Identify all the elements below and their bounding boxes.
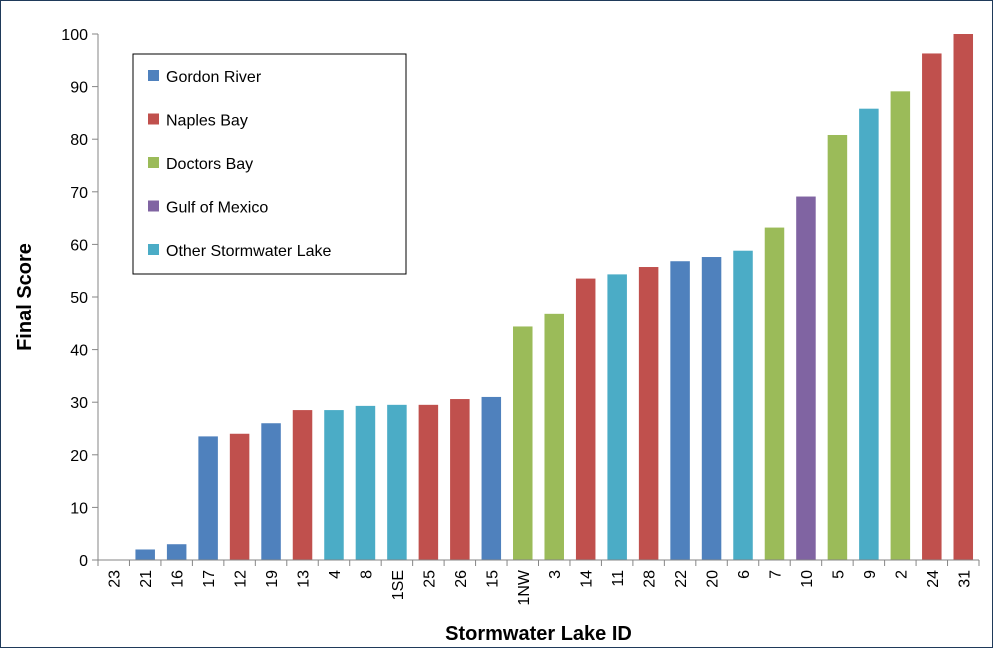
bar-9 [859,108,879,560]
x-tick-label-25: 25 [421,570,438,588]
x-tick-label-1SE: 1SE [390,570,407,600]
x-tick-label-16: 16 [170,570,187,588]
x-tick-label-21: 21 [138,570,155,588]
x-tick-label-11: 11 [610,570,627,587]
x-tick-label-22: 22 [673,570,690,588]
bar-11 [607,274,627,560]
bar-5 [827,134,848,561]
legend-swatch [148,244,159,255]
x-tick-label-12: 12 [233,570,250,588]
bar-31 [953,34,974,560]
x-tick-label-6: 6 [736,570,753,579]
bar-17 [198,436,218,560]
legend-swatch [148,70,159,81]
y-tick-label: 100 [61,27,88,44]
x-tick-label-13: 13 [296,570,313,588]
y-tick-label: 40 [70,343,88,360]
x-tick-label-17: 17 [201,570,218,588]
bar-2 [890,91,911,560]
bar-12 [229,433,250,560]
x-tick-label-19: 19 [264,570,281,588]
bar-4 [324,410,344,560]
bar-25 [418,404,439,560]
legend-label: Other Stormwater Lake [166,243,332,260]
bar-10 [796,196,816,560]
bar-19 [261,423,281,560]
legend-label: Gordon River [166,69,262,86]
bar-20 [701,257,722,560]
y-tick-label: 20 [70,448,88,465]
x-tick-label-5: 5 [830,570,847,579]
x-tick-label-10: 10 [799,570,816,588]
x-tick-label-4: 4 [327,570,344,579]
x-tick-label-7: 7 [767,570,784,579]
y-tick-label: 50 [70,290,88,307]
bar-28 [638,267,659,560]
bar-8 [355,405,376,560]
y-tick-label: 80 [70,132,88,149]
bar-1NW [513,326,533,560]
y-tick-label: 90 [70,80,88,97]
bar-15 [481,396,502,560]
y-tick-label: 30 [70,395,88,412]
bar-16 [166,544,187,560]
x-tick-label-9: 9 [862,570,879,579]
bars-layer [135,34,974,561]
x-tick-label-28: 28 [642,570,659,588]
x-tick-label-14: 14 [579,570,596,588]
legend-swatch [148,200,159,212]
legend: Gordon River Naples Bay Doctors Bay Gulf of… [132,53,407,275]
y-tick-label: 60 [70,237,88,254]
legend-swatch [148,113,159,125]
y-tick-label: 70 [70,185,88,202]
x-axis-title: Stormwater Lake ID [445,623,632,645]
bar-1SE [387,404,407,560]
bar-3 [544,313,564,560]
legend-label: Naples Bay [166,113,248,130]
x-tick-label-3: 3 [547,570,564,579]
x-tick-label-24: 24 [925,570,942,588]
x-tick-label-31: 31 [956,570,973,588]
y-tick-label: 0 [79,553,88,570]
bar-22 [670,261,690,560]
x-tick-label-26: 26 [453,570,470,588]
bar-13 [292,410,313,560]
bar-21 [135,549,155,560]
y-tick-label: 10 [70,500,88,517]
bar-14 [575,278,596,560]
legend-label: Doctors Bay [166,156,253,173]
legend-box [132,53,407,275]
x-tick-label-15: 15 [484,570,501,588]
x-tick-label-1NW: 1NW [516,569,533,605]
bar-26 [450,399,470,560]
bar-6 [733,250,753,560]
x-tick-label-2: 2 [893,570,910,579]
x-tick-label-23: 23 [107,570,124,588]
bar-7 [764,227,785,560]
legend-label: Gulf of Mexico [166,200,268,217]
y-axis-title: Final Score [14,243,36,351]
bar-24 [922,53,942,561]
x-tick-label-8: 8 [358,570,375,579]
x-tick-label-20: 20 [705,570,722,588]
legend-swatch [148,157,159,168]
